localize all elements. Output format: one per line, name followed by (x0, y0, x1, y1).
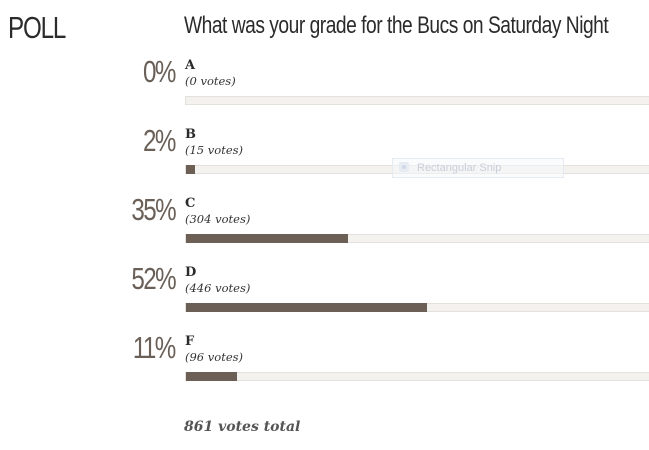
option-votes: (446 votes) (185, 281, 251, 295)
poll-option-d[interactable]: 52% D (446 votes) (0, 261, 649, 334)
poll-question: What was your grade for the Bucs on Satu… (184, 12, 609, 39)
option-letter: B (185, 127, 196, 142)
option-bar-track (185, 303, 649, 312)
option-letter: C (185, 196, 196, 211)
option-percent: 2% (143, 123, 176, 158)
option-letter: F (185, 334, 195, 349)
option-votes: (15 votes) (185, 143, 244, 157)
rectangular-snip-overlay: Rectangular Snip (392, 158, 564, 178)
poll-label: POLL (8, 10, 66, 45)
poll-option-a[interactable]: 0% A (0 votes) (0, 54, 649, 127)
option-percent: 11% (133, 330, 176, 365)
option-bar-fill (186, 234, 348, 243)
option-percent: 52% (131, 261, 176, 296)
option-votes: (304 votes) (185, 212, 251, 226)
option-bar-fill (186, 303, 427, 312)
poll-option-f[interactable]: 11% F (96 votes) (0, 330, 649, 403)
option-percent: 0% (143, 54, 176, 89)
poll-option-c[interactable]: 35% C (304 votes) (0, 192, 649, 265)
snip-icon (399, 162, 409, 172)
option-votes: (96 votes) (185, 350, 244, 364)
option-bar-fill (186, 165, 195, 174)
option-votes: (0 votes) (185, 74, 236, 88)
option-bar-track (185, 372, 649, 381)
option-bar-fill (186, 372, 237, 381)
option-letter: D (185, 265, 197, 280)
option-letter: A (185, 58, 196, 73)
option-bar-track (185, 234, 649, 243)
snip-label: Rectangular Snip (417, 162, 502, 174)
option-bar-track (185, 96, 649, 105)
option-percent: 35% (131, 192, 176, 227)
votes-total: 861 votes total (184, 419, 301, 435)
